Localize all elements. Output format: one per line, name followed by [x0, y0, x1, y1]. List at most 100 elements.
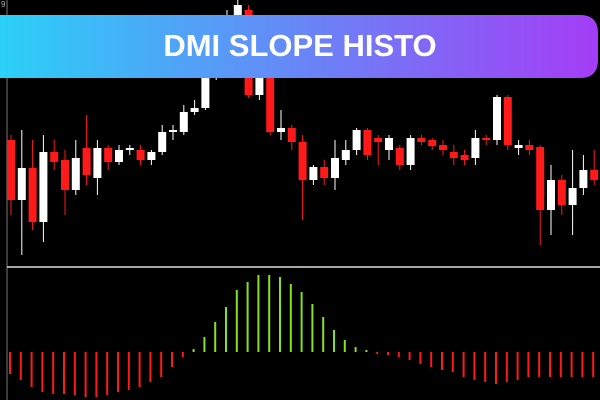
candle-body: [428, 140, 437, 146]
candle-body: [233, 5, 242, 20]
candle-body: [385, 138, 393, 150]
histogram-bar: [192, 349, 195, 352]
candle-body: [579, 170, 588, 188]
candle-body: [104, 148, 113, 162]
candle-body: [277, 128, 285, 132]
candle-body: [568, 188, 577, 205]
histogram-bar: [181, 352, 184, 357]
histogram-bar: [279, 277, 281, 352]
histogram-bar: [484, 352, 487, 382]
histogram-bar: [171, 352, 173, 367]
histogram-bar: [95, 352, 98, 397]
candle-body: [590, 170, 599, 180]
candle-body: [266, 60, 275, 132]
candle-body: [39, 152, 48, 222]
candle-body: [331, 158, 339, 178]
histogram-bar: [106, 352, 109, 395]
histogram-bar: [376, 352, 379, 354]
histogram-bar: [41, 352, 44, 392]
banner: DMI SLOPE HISTO: [0, 15, 598, 78]
histogram-bar: [592, 352, 595, 377]
chart-title: DMI SLOPE HISTO: [163, 28, 436, 63]
candle-body: [71, 158, 80, 190]
histogram-bar: [505, 352, 508, 382]
candle-body: [363, 130, 372, 155]
histogram-bar: [397, 352, 400, 357]
histogram-bar: [441, 352, 443, 370]
candle-body: [93, 148, 102, 178]
histogram-bar: [225, 307, 227, 352]
histogram-bar: [73, 352, 76, 395]
candle-body: [61, 160, 69, 190]
histogram-bar: [516, 352, 519, 380]
histogram-bar: [430, 352, 433, 367]
candle-body: [449, 152, 458, 158]
histogram-bar: [462, 352, 465, 377]
histogram-bar: [127, 352, 130, 390]
histogram-bar: [214, 322, 217, 352]
candle-body: [115, 150, 123, 162]
histogram-bar: [343, 340, 346, 352]
candle-body: [374, 138, 383, 142]
candle-body: [125, 148, 134, 150]
candle-body: [514, 145, 523, 148]
banner-background: [0, 15, 598, 78]
histogram-bar: [387, 352, 389, 355]
candle-body: [557, 180, 566, 205]
candle-body: [50, 152, 59, 162]
histogram-bar: [495, 352, 497, 384]
candle-body: [7, 140, 15, 200]
candle-body: [536, 147, 545, 210]
histogram-bar: [63, 352, 65, 394]
histogram-bar: [235, 290, 238, 352]
histogram-bar: [570, 352, 573, 377]
histogram-bar: [30, 352, 33, 387]
candle-body: [298, 142, 307, 180]
histogram-bar: [549, 352, 551, 377]
histogram-bar: [138, 352, 141, 387]
histogram-bar: [203, 337, 206, 352]
histogram-pane: [9, 275, 595, 397]
candle-body: [460, 155, 469, 160]
candle-body: [179, 112, 188, 132]
candle-body: [341, 150, 350, 160]
histogram-bar: [246, 282, 249, 352]
histogram-bar: [419, 352, 422, 364]
candle-body: [493, 97, 501, 140]
histogram-bar: [473, 352, 476, 380]
histogram-bar: [257, 275, 260, 352]
candle-body: [439, 145, 447, 150]
candle-body: [309, 167, 318, 180]
histogram-bar: [354, 347, 357, 352]
candle-body: [320, 167, 329, 178]
candle-body: [482, 138, 491, 140]
candle-body: [82, 148, 91, 175]
histogram-bar: [149, 352, 152, 382]
candle-body: [547, 180, 555, 210]
price-pane: [7, 0, 599, 255]
histogram-bar: [311, 304, 314, 352]
candle-body: [287, 128, 296, 142]
histogram-bar: [9, 352, 11, 374]
candle-body: [471, 138, 480, 158]
candle-body: [158, 132, 167, 152]
histogram-bar: [451, 352, 454, 372]
histogram-bar: [289, 284, 292, 352]
histogram-bar: [52, 352, 55, 394]
histogram-bar: [160, 352, 163, 377]
candle-body: [406, 138, 415, 165]
candle-body: [147, 152, 156, 160]
candle-body: [28, 168, 37, 222]
histogram-bar: [268, 275, 271, 352]
histogram-bar: [19, 352, 22, 380]
candle-body: [417, 138, 426, 142]
histogram-bar: [117, 352, 119, 392]
histogram-bar: [333, 330, 335, 352]
candle-body: [169, 130, 177, 132]
histogram-bar: [527, 352, 530, 377]
histogram-bar: [322, 317, 325, 352]
candle-body: [201, 78, 210, 108]
candle-body: [525, 145, 534, 150]
candle-body: [352, 130, 361, 150]
